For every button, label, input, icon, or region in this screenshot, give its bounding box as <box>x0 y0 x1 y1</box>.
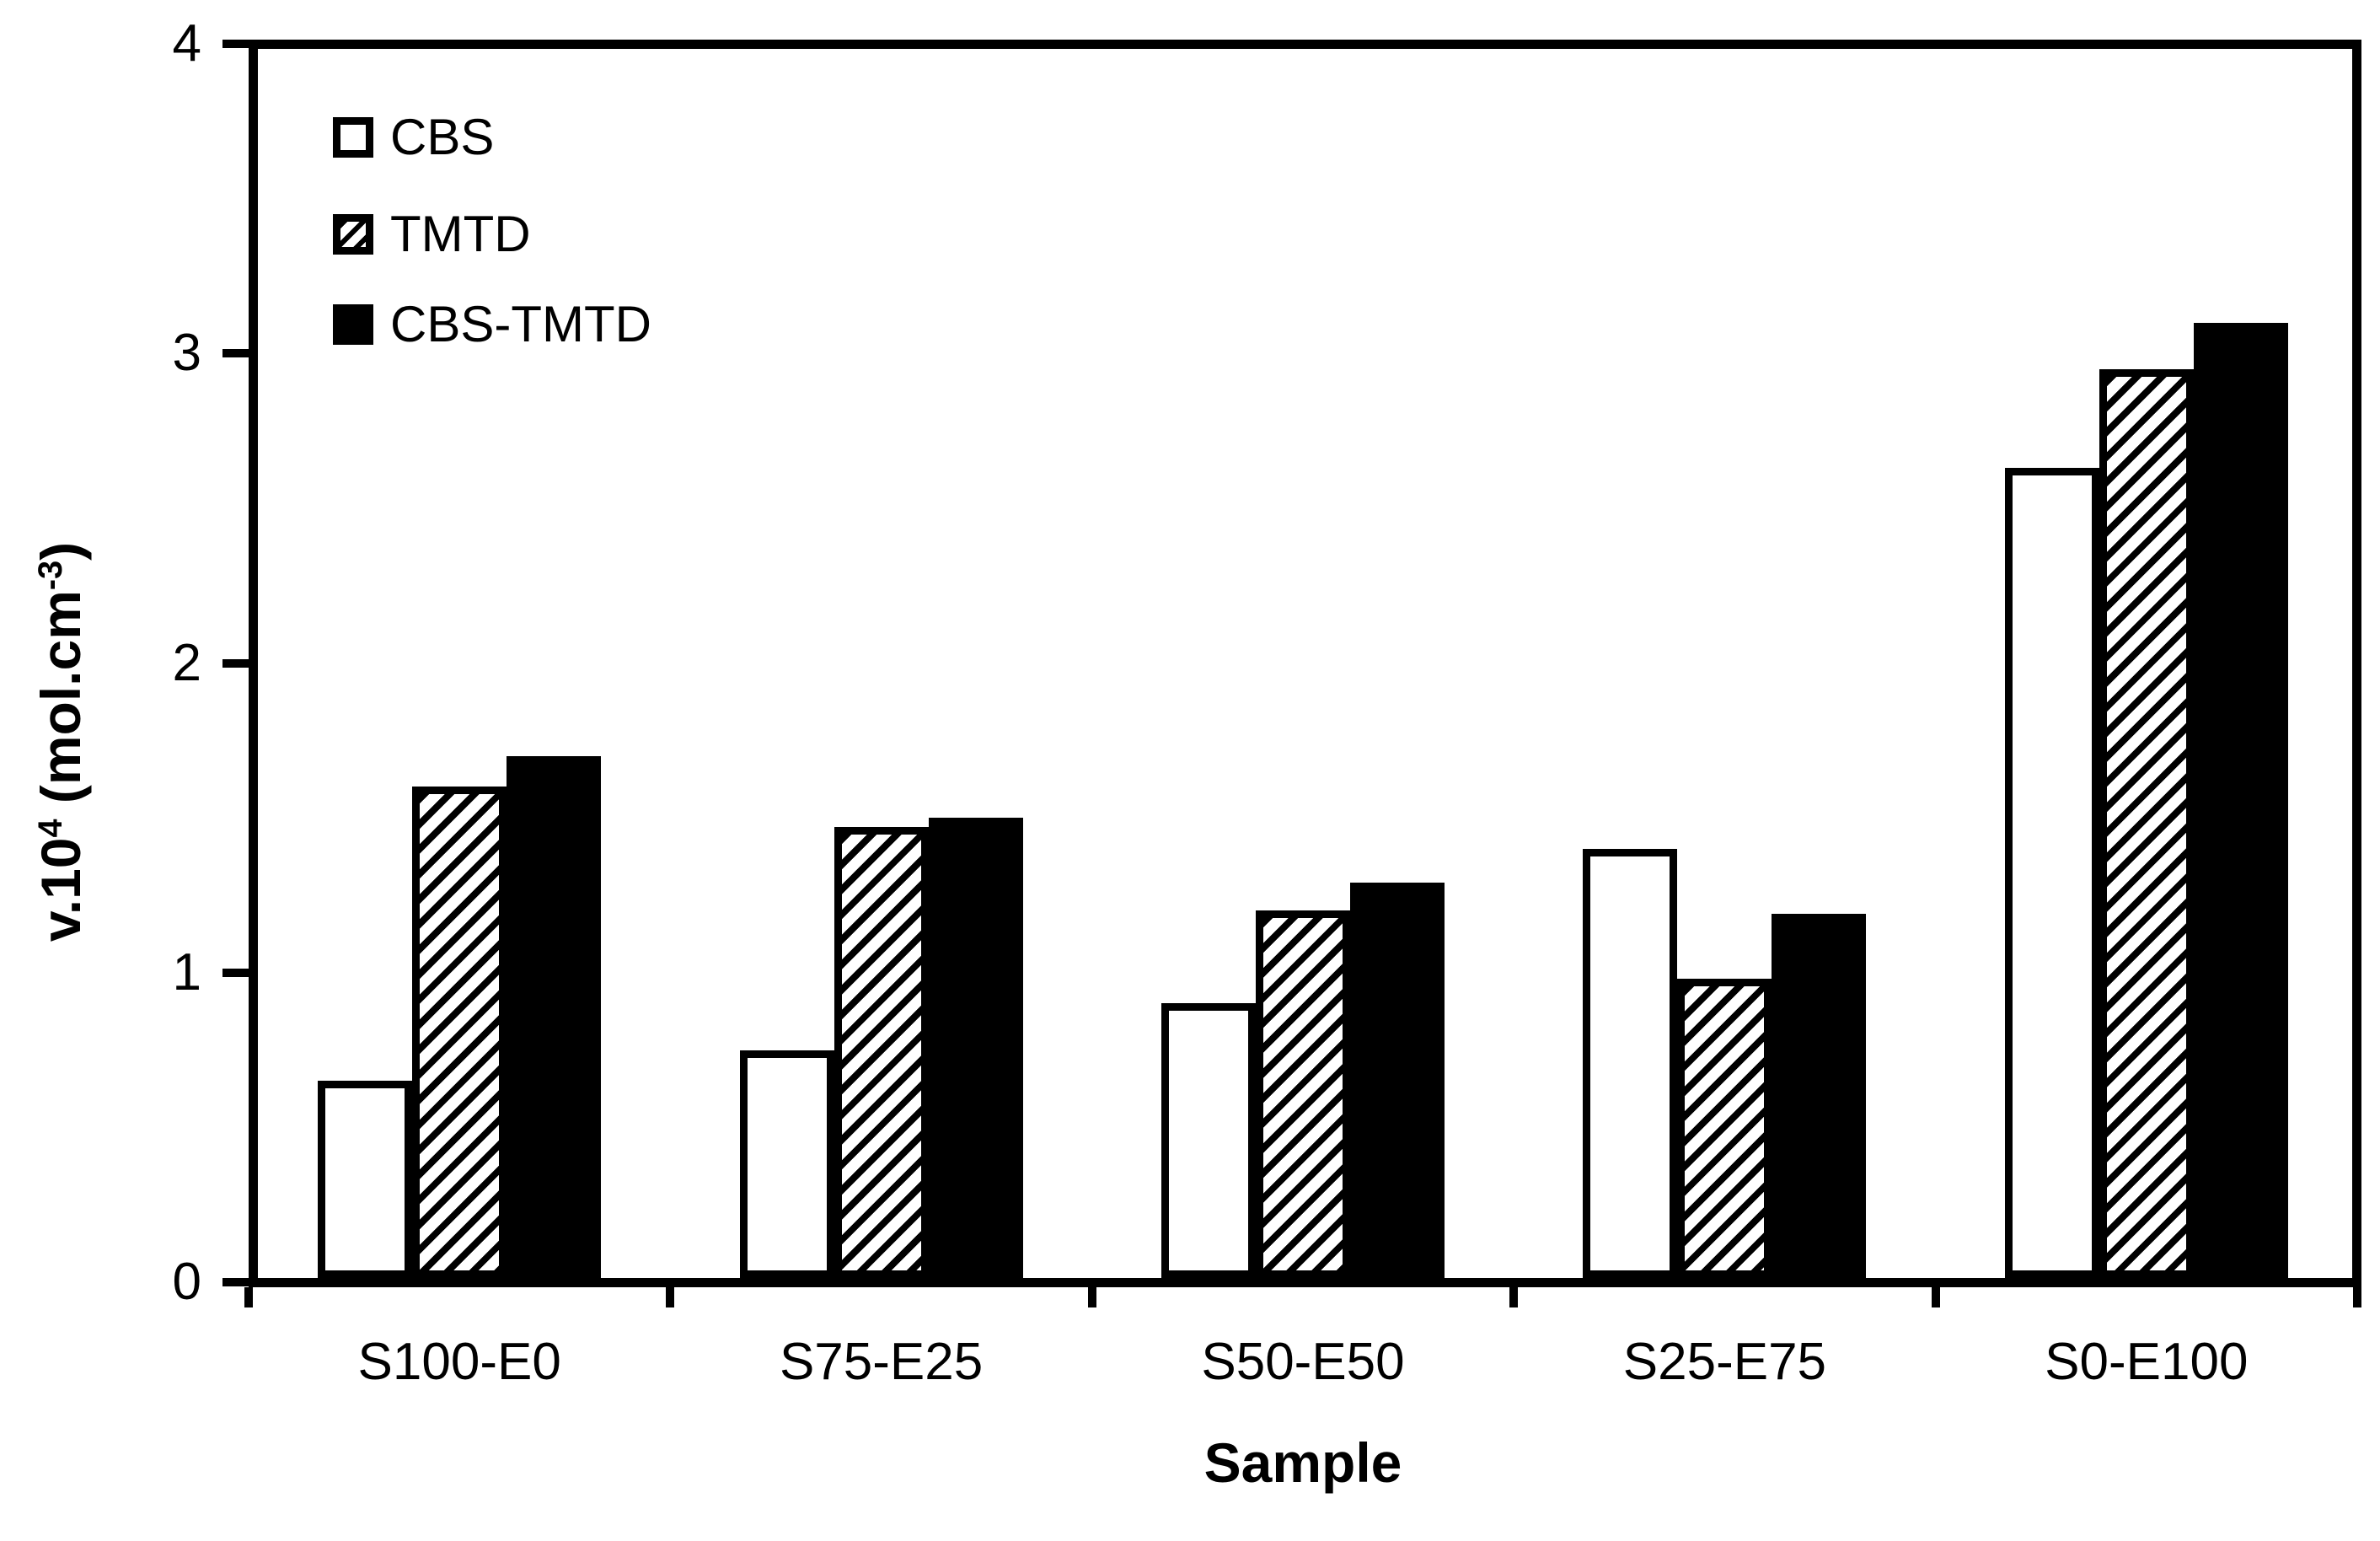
x-boundary-tick-0 <box>244 1287 253 1307</box>
y-tick-label-0: 0 <box>172 1253 201 1311</box>
y-tick-label-3: 3 <box>172 324 201 383</box>
x-boundary-tick-3 <box>1509 1287 1519 1307</box>
y-tick-2 <box>222 658 249 668</box>
y-axis-title-text: ) <box>29 541 92 561</box>
bar-s25-e75-tmtd <box>1677 979 1772 1278</box>
legend-swatch-tmtd-icon <box>333 214 373 255</box>
y-axis-title: v.104 (mol.cm-3) <box>29 542 92 942</box>
y-axis-title-text: (mol.cm <box>29 590 92 819</box>
bar-s0-e100-cbs-tmtd <box>2194 323 2288 1278</box>
bar-s25-e75-cbs <box>1583 849 1677 1278</box>
x-boundary-tick-4 <box>1931 1287 1940 1307</box>
x-axis-title: Sample <box>1203 1431 1402 1494</box>
legend-item-cbs: CBS <box>333 112 494 163</box>
y-tick-label-1: 1 <box>172 942 201 1001</box>
bar-s25-e75-cbs-tmtd <box>1772 914 1866 1278</box>
bar-s0-e100-tmtd <box>2099 369 2194 1278</box>
legend-swatch-cbs-icon <box>333 117 373 158</box>
x-tick-label-s100-e0: S100-E0 <box>357 1333 561 1391</box>
legend-label-tmtd: TMTD <box>390 206 531 262</box>
bar-s50-e50-cbs-tmtd <box>1350 883 1445 1278</box>
bar-s50-e50-cbs <box>1161 1003 1256 1278</box>
y-axis-title-superscript: 4 <box>32 819 70 838</box>
y-tick-3 <box>222 349 249 358</box>
y-tick-4 <box>222 40 249 48</box>
bar-s100-e0-tmtd <box>412 787 507 1278</box>
bar-s100-e0-cbs <box>318 1081 412 1278</box>
x-boundary-tick-2 <box>1087 1287 1096 1307</box>
bar-s100-e0-cbs-tmtd <box>507 756 601 1278</box>
x-tick-label-s0-e100: S0-E100 <box>2045 1333 2249 1391</box>
y-tick-0 <box>222 1278 249 1286</box>
legend-item-tmtd: TMTD <box>333 209 531 260</box>
plot-frame <box>249 40 2361 1287</box>
bar-s75-e25-cbs <box>740 1050 834 1278</box>
bar-s75-e25-tmtd <box>834 827 929 1278</box>
x-tick-label-s75-e25: S75-E25 <box>779 1333 984 1391</box>
y-tick-label-4: 4 <box>172 14 201 72</box>
y-tick-label-2: 2 <box>172 633 201 692</box>
x-boundary-tick-5 <box>2353 1287 2361 1307</box>
legend-label-cbs: CBS <box>390 109 495 165</box>
bar-s0-e100-cbs <box>2005 468 2099 1278</box>
y-axis-title-text: v.10 <box>29 837 92 942</box>
legend-swatch-cbs-tmtd-icon <box>333 304 373 345</box>
x-tick-label-s50-e50: S50-E50 <box>1201 1333 1405 1391</box>
y-tick-1 <box>222 968 249 977</box>
bar-s50-e50-tmtd <box>1256 910 1350 1278</box>
legend-label-cbs-tmtd: CBS-TMTD <box>390 296 651 352</box>
legend-item-cbs-tmtd: CBS-TMTD <box>333 299 651 350</box>
x-boundary-tick-1 <box>666 1287 675 1307</box>
x-tick-label-s25-e75: S25-E75 <box>1622 1333 1827 1391</box>
bar-s75-e25-cbs-tmtd <box>929 818 1023 1278</box>
y-axis-title-superscript: -3 <box>32 560 70 591</box>
